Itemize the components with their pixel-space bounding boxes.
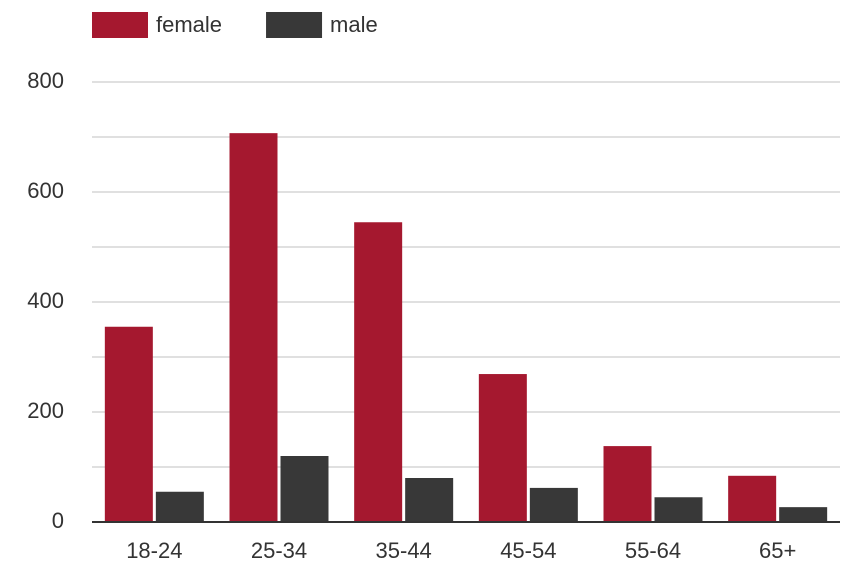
x-tick-label: 45-54 [500,538,556,563]
bar [104,326,153,522]
legend-label: female [156,12,222,37]
x-tick-label: 25-34 [251,538,307,563]
y-tick-label: 600 [27,178,64,203]
bar [478,374,527,522]
x-tick-label: 65+ [759,538,796,563]
y-tick-label: 400 [27,288,64,313]
bar [229,133,278,522]
y-tick-label: 800 [27,68,64,93]
y-tick-label: 0 [52,508,64,533]
legend-swatch [92,12,148,38]
bar [779,507,828,522]
bar [354,222,403,522]
x-tick-label: 18-24 [126,538,182,563]
bar [405,478,454,522]
bar [155,491,204,522]
bar [529,487,578,522]
legend-swatch [266,12,323,38]
bar [728,475,777,522]
bar [280,456,329,522]
bar [654,497,703,522]
x-tick-label: 55-64 [625,538,681,563]
legend-label: male [330,12,378,37]
x-tick-label: 35-44 [376,538,432,563]
y-tick-label: 200 [27,398,64,423]
bar [603,446,652,522]
